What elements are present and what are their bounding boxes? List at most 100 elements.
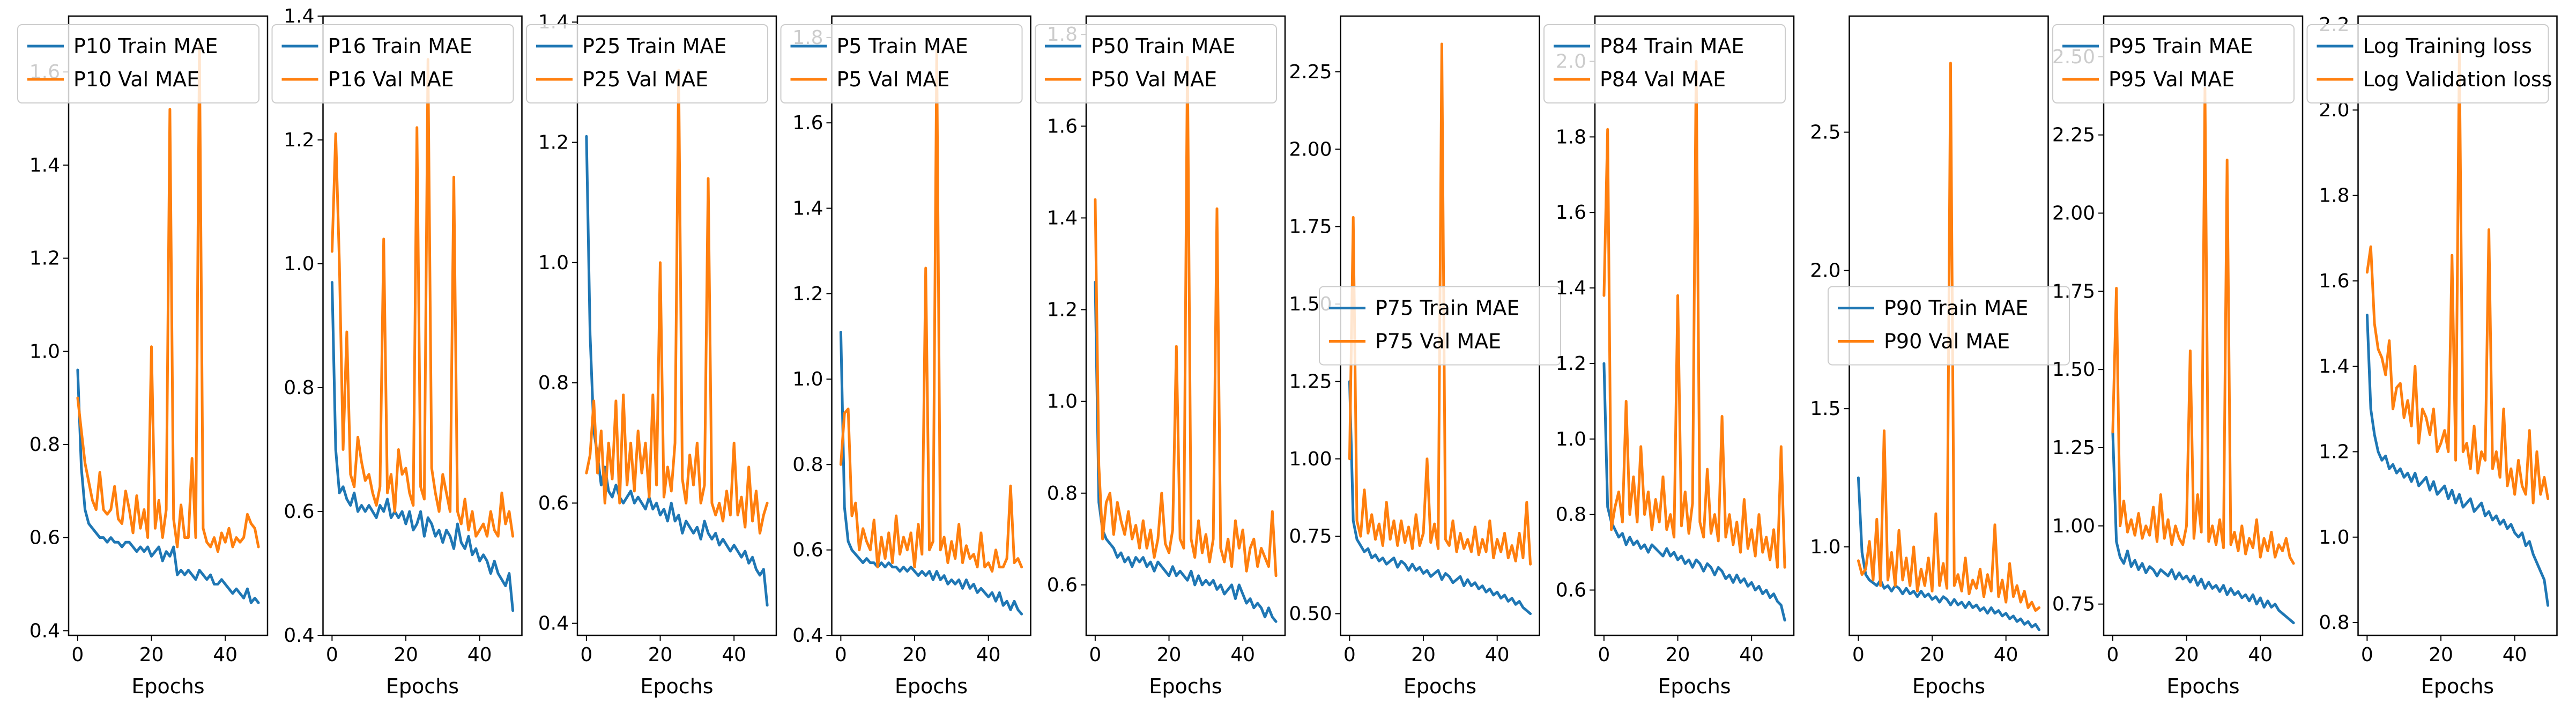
x-axis-label: Epochs xyxy=(1658,674,1731,698)
y-tick-label: 2.25 xyxy=(1289,61,1332,83)
y-tick-label: 0.75 xyxy=(1289,525,1332,547)
y-tick-label: 1.00 xyxy=(2052,515,2095,537)
y-tick-label: 1.75 xyxy=(1289,216,1332,238)
x-tick-label: 20 xyxy=(902,644,927,666)
chart-panel-6: 0.500.751.001.251.501.752.002.250 20 40Epo… xyxy=(1289,15,1561,698)
y-tick-label: 1.0 xyxy=(1047,391,1078,413)
x-tick-label: 0 xyxy=(71,644,84,666)
series-line-2 xyxy=(839,49,1023,573)
x-tick-label: 40 xyxy=(2248,644,2273,666)
legend-box xyxy=(1543,24,1786,103)
y-tick-label: 1.00 xyxy=(1289,448,1332,470)
x-axis-label: Epochs xyxy=(640,674,713,698)
y-tick-label: 0.8 xyxy=(538,372,569,394)
y-tick-label: 1.0 xyxy=(284,253,314,275)
legend: Log Training loss Log Validation loss xyxy=(2306,24,2552,103)
x-tick-label: 40 xyxy=(1994,644,2018,666)
legend-label-2: P84 Val MAE xyxy=(1600,68,1726,91)
y-tick-label: 0.4 xyxy=(284,625,314,647)
x-axis-label: Epochs xyxy=(1149,674,1222,698)
y-tick-label: 1.4 xyxy=(284,5,314,27)
legend: P90 Train MAE P90 Val MAE xyxy=(1828,286,2070,366)
legend-box xyxy=(2052,24,2295,103)
series-line-1 xyxy=(1094,280,1278,623)
x-tick-label: 20 xyxy=(648,644,673,666)
y-tick-label: 0.6 xyxy=(1047,574,1078,596)
y-tick-label: 1.50 xyxy=(2052,359,2095,381)
plot-frame xyxy=(1594,15,1795,636)
series-group xyxy=(1602,60,1786,622)
y-tick-label: 2.25 xyxy=(2052,124,2095,146)
y-tick-label: 1.8 xyxy=(1556,126,1586,148)
legend-box xyxy=(526,24,768,103)
y-tick-label: 2.00 xyxy=(2052,203,2095,225)
legend-label-1: P10 Train MAE xyxy=(73,34,218,58)
x-tick-label: 0 xyxy=(1852,644,1865,666)
y-tick-label: 2.0 xyxy=(1810,260,1840,281)
x-tick-label: 20 xyxy=(1411,644,1436,666)
series-line-1 xyxy=(1602,362,1786,622)
plot-frame xyxy=(576,15,777,636)
plot-frame xyxy=(2357,15,2558,636)
x-axis-label: Epochs xyxy=(386,674,459,698)
series-line-2 xyxy=(330,58,515,538)
series-group xyxy=(76,42,260,604)
series-group xyxy=(2365,49,2550,607)
series-group xyxy=(839,49,1023,616)
series-line-1 xyxy=(2365,314,2550,607)
legend-box xyxy=(2306,24,2549,103)
x-tick-label: 0 xyxy=(2106,644,2119,666)
x-axis-label: Epochs xyxy=(1912,674,1985,698)
legend-label-2: P5 Val MAE xyxy=(837,68,950,91)
x-tick-label: 40 xyxy=(1230,644,1255,666)
series-line-1 xyxy=(839,330,1023,616)
y-tick-label: 1.6 xyxy=(1047,115,1078,137)
legend: P25 Train MAE P25 Val MAE xyxy=(526,24,768,103)
legend-label-1: P16 Train MAE xyxy=(328,34,472,58)
y-tick-label: 1.5 xyxy=(1810,398,1840,420)
y-tick-label: 0.6 xyxy=(29,527,60,549)
x-tick-label: 0 xyxy=(1598,644,1610,666)
y-tick-label: 1.0 xyxy=(1556,428,1586,450)
x-tick-label: 20 xyxy=(1920,644,1944,666)
legend-label-2: Log Validation loss xyxy=(2363,68,2552,91)
series-line-1 xyxy=(76,368,260,604)
legend-label-2: P25 Val MAE xyxy=(582,68,708,91)
x-tick-label: 20 xyxy=(139,644,164,666)
x-axis-label: Epochs xyxy=(2166,674,2239,698)
y-tick-label: 1.4 xyxy=(1047,207,1078,229)
legend-label-1: P75 Train MAE xyxy=(1375,297,1519,320)
x-axis-label: Epochs xyxy=(131,674,204,698)
series-group xyxy=(585,69,769,607)
x-tick-label: 40 xyxy=(722,644,746,666)
y-tick-label: 1.4 xyxy=(2319,355,2349,377)
y-tick-label: 1.25 xyxy=(1289,370,1332,392)
y-tick-label: 0.6 xyxy=(284,501,314,523)
y-tick-label: 0.8 xyxy=(284,377,314,399)
y-tick-label: 1.0 xyxy=(1810,536,1840,558)
y-tick-label: 0.4 xyxy=(538,613,569,635)
y-tick-label: 0.8 xyxy=(792,454,823,476)
x-tick-label: 40 xyxy=(1739,644,1764,666)
x-tick-label: 0 xyxy=(1089,644,1101,666)
y-tick-label: 0.75 xyxy=(2052,594,2095,616)
y-tick-label: 0.6 xyxy=(1556,579,1586,601)
series-line-2 xyxy=(1602,60,1786,569)
legend-box xyxy=(1035,24,1277,103)
y-tick-label: 1.8 xyxy=(2319,185,2349,207)
legend-label-1: P95 Train MAE xyxy=(2109,34,2253,58)
x-axis-label: Epochs xyxy=(895,674,968,698)
plot-frame xyxy=(1085,15,1286,636)
legend: P5 Train MAE P5 Val MAE xyxy=(780,24,1023,103)
series-group xyxy=(330,58,515,612)
y-tick-label: 1.2 xyxy=(792,283,823,305)
series-line-1 xyxy=(330,281,515,612)
y-tick-label: 1.4 xyxy=(29,154,60,176)
x-tick-label: 0 xyxy=(1343,644,1356,666)
y-tick-label: 1.0 xyxy=(2319,527,2349,548)
series-line-2 xyxy=(585,69,769,535)
y-tick-label: 1.0 xyxy=(538,252,569,274)
y-tick-label: 1.2 xyxy=(1556,353,1586,375)
y-tick-label: 1.4 xyxy=(792,197,823,219)
